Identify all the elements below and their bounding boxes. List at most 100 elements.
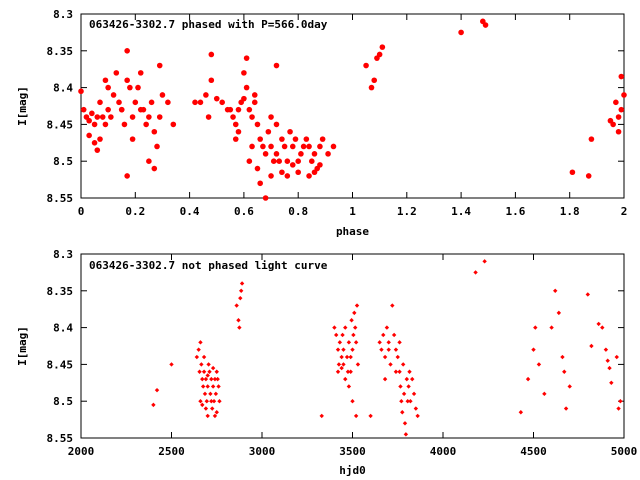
data-point bbox=[216, 384, 221, 389]
data-point bbox=[207, 369, 212, 374]
data-point bbox=[368, 413, 373, 419]
data-point bbox=[102, 121, 109, 128]
data-point bbox=[214, 369, 219, 374]
data-point bbox=[399, 399, 404, 404]
data-point bbox=[254, 121, 261, 128]
data-point bbox=[219, 99, 225, 106]
data-point bbox=[330, 143, 337, 150]
x-tick-label: 5000 bbox=[611, 445, 638, 458]
data-point bbox=[289, 162, 296, 168]
x-tick-label: 1.4 bbox=[451, 205, 471, 218]
data-points bbox=[151, 259, 623, 437]
data-point bbox=[482, 22, 489, 28]
y-tick-label: 8.4 bbox=[53, 322, 73, 335]
data-point bbox=[376, 51, 383, 58]
data-point bbox=[279, 169, 285, 176]
data-point bbox=[482, 259, 487, 264]
data-point bbox=[317, 143, 323, 150]
data-point bbox=[238, 295, 243, 301]
data-point bbox=[397, 340, 402, 345]
data-point bbox=[317, 162, 323, 168]
data-point bbox=[204, 399, 209, 404]
data-point bbox=[560, 354, 565, 360]
data-point bbox=[94, 147, 101, 153]
data-point bbox=[610, 121, 616, 128]
plot-title: 063426-3302.7 phased with P=566.0day bbox=[89, 18, 328, 31]
x-tick-label: 0.4 bbox=[180, 205, 200, 218]
x-tick-label: 0.8 bbox=[288, 205, 308, 218]
x-tick-label: 2000 bbox=[68, 445, 95, 458]
data-point bbox=[386, 347, 391, 352]
data-point bbox=[400, 362, 406, 367]
data-point bbox=[390, 303, 395, 308]
data-point bbox=[194, 354, 200, 360]
data-point bbox=[257, 180, 263, 187]
data-point bbox=[407, 369, 412, 374]
data-point bbox=[289, 143, 296, 150]
data-point bbox=[553, 288, 558, 293]
data-point bbox=[235, 128, 242, 135]
data-point bbox=[279, 136, 285, 142]
data-point bbox=[239, 281, 245, 286]
data-point bbox=[80, 106, 87, 113]
data-point bbox=[151, 402, 156, 408]
data-point bbox=[352, 310, 357, 316]
data-point bbox=[97, 99, 103, 106]
data-point bbox=[110, 92, 117, 98]
data-point bbox=[346, 340, 352, 345]
data-point bbox=[170, 121, 177, 128]
data-point bbox=[585, 292, 590, 297]
data-point bbox=[213, 95, 220, 102]
data-point bbox=[609, 380, 614, 385]
data-point bbox=[405, 399, 410, 404]
plot-title: 063426-3302.7 not phased light curve bbox=[89, 259, 328, 272]
y-tick-label: 8.35 bbox=[47, 45, 74, 58]
data-point bbox=[265, 128, 272, 135]
data-point bbox=[393, 369, 399, 374]
data-point bbox=[151, 128, 158, 135]
data-point bbox=[97, 136, 103, 142]
data-point bbox=[192, 99, 198, 106]
data-point bbox=[91, 140, 98, 146]
data-point bbox=[589, 343, 594, 349]
data-point bbox=[346, 384, 352, 389]
y-axis-label: I[mag] bbox=[16, 86, 29, 126]
data-point bbox=[397, 369, 402, 374]
data-point bbox=[410, 376, 415, 382]
data-point bbox=[257, 136, 263, 142]
plot-frame bbox=[80, 13, 625, 199]
data-point bbox=[273, 151, 280, 157]
data-point bbox=[276, 158, 282, 164]
y-tick-label: 8.4 bbox=[53, 82, 73, 95]
data-point bbox=[585, 173, 592, 179]
data-point bbox=[300, 143, 307, 150]
data-point bbox=[230, 114, 236, 120]
plot-frame bbox=[80, 253, 625, 439]
data-point bbox=[408, 399, 413, 404]
data-point bbox=[384, 325, 390, 330]
y-tick-label: 8.3 bbox=[53, 248, 73, 261]
data-point bbox=[146, 114, 152, 120]
data-point bbox=[159, 92, 166, 98]
x-tick-label: 3500 bbox=[339, 445, 366, 458]
y-tick-label: 8.45 bbox=[47, 118, 74, 131]
data-point bbox=[350, 347, 355, 352]
y-tick-label: 8.35 bbox=[47, 285, 74, 298]
data-point bbox=[200, 384, 206, 389]
data-point bbox=[348, 369, 353, 374]
data-point bbox=[129, 114, 136, 120]
data-point bbox=[303, 136, 310, 142]
data-point bbox=[208, 391, 213, 397]
x-tick-label: 0.6 bbox=[234, 205, 254, 218]
data-point bbox=[249, 143, 255, 150]
data-point bbox=[308, 158, 315, 164]
data-point bbox=[251, 99, 258, 106]
data-point bbox=[398, 384, 403, 389]
data-point bbox=[154, 143, 160, 150]
data-point bbox=[334, 332, 339, 338]
data-point bbox=[129, 136, 136, 142]
data-point bbox=[343, 325, 348, 330]
data-point bbox=[241, 95, 247, 102]
data-point bbox=[621, 92, 627, 98]
data-point bbox=[156, 114, 163, 120]
